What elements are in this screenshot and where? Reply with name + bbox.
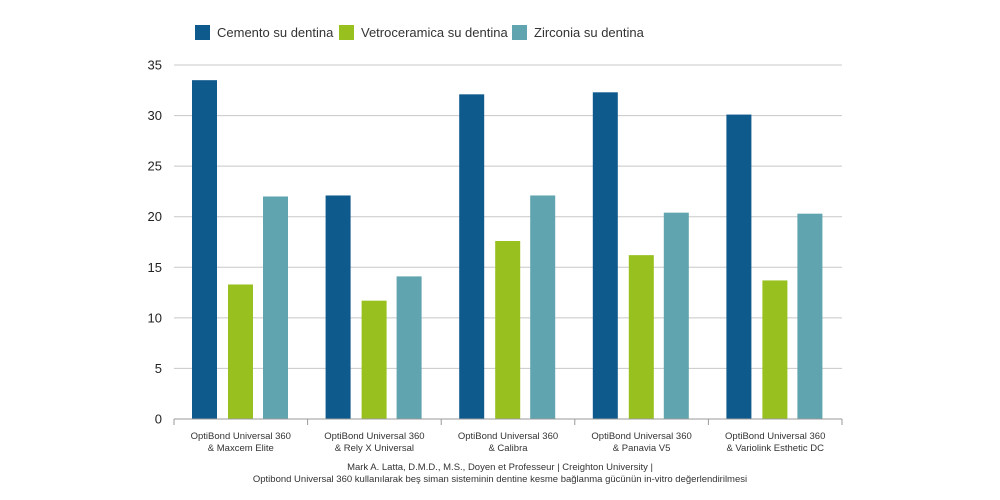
- bar-2-4: [628, 255, 654, 419]
- y-tick-label-5: 5: [155, 361, 162, 376]
- y-tick-label-25: 25: [148, 159, 162, 174]
- legend-swatch-3: [512, 25, 527, 40]
- legend-label-1: Cemento su dentina: [217, 25, 334, 40]
- category-label-line: OptiBond Universal 360: [591, 431, 691, 442]
- category-label-line: OptiBond Universal 360: [191, 431, 291, 442]
- footer-line-1: Mark A. Latta, D.M.D., M.S., Doyen et Pr…: [347, 462, 653, 473]
- category-label-line: OptiBond Universal 360: [324, 431, 424, 442]
- legend-swatch-2: [339, 25, 354, 40]
- category-label-5: OptiBond Universal 360 & Variolink Esthet…: [725, 431, 825, 454]
- legend-swatch-1: [195, 25, 210, 40]
- category-label-line: & Panavia V5: [613, 443, 671, 454]
- bar-3-1: [263, 196, 288, 419]
- category-label-4: OptiBond Universal 360 & Panavia V5: [591, 431, 691, 454]
- bar-2-1: [228, 284, 253, 419]
- bar-1-5: [726, 114, 752, 419]
- category-label-line: & Maxcem Elite: [208, 443, 274, 454]
- y-tick-label-10: 10: [148, 310, 162, 325]
- x-axis: OptiBond Universal 360 & Maxcem EliteOpti…: [173, 418, 843, 454]
- bar-2-5: [762, 280, 788, 419]
- bar-3-2: [396, 276, 422, 419]
- footer-line-2: Optibond Universal 360 kullanılarak beş …: [253, 474, 747, 485]
- legend-label-3: Zirconia su dentina: [534, 25, 645, 40]
- bar-1-3: [459, 94, 485, 420]
- category-label-3: OptiBond Universal 360 & Calibra: [458, 431, 558, 454]
- bar-3-3: [530, 195, 556, 419]
- y-tick-label-20: 20: [148, 209, 162, 224]
- bar-1-4: [592, 92, 618, 420]
- footer-caption: Mark A. Latta, D.M.D., M.S., Doyen et Pr…: [253, 462, 747, 485]
- legend-label-2: Vetroceramica su dentina: [361, 25, 508, 40]
- category-label-1: OptiBond Universal 360 & Maxcem Elite: [191, 431, 291, 454]
- bar-3-5: [797, 213, 823, 419]
- y-tick-label-35: 35: [148, 58, 162, 73]
- category-label-line: & Rely X Universal: [335, 443, 414, 454]
- bar-3-4: [663, 212, 689, 419]
- y-tick-label-0: 0: [155, 412, 162, 427]
- bar-1-1: [192, 80, 217, 420]
- legend: Cemento su dentina Vetroceramica su denti…: [195, 25, 645, 40]
- y-axis: 0 5 10 15 20 25 30 35: [148, 58, 162, 427]
- category-label-line: & Variolink Esthetic DC: [726, 443, 824, 454]
- category-label-line: OptiBond Universal 360: [458, 431, 558, 442]
- bars: [192, 80, 823, 420]
- y-tick-label-30: 30: [148, 108, 162, 123]
- category-label-2: OptiBond Universal 360 & Rely X Universal: [324, 431, 424, 454]
- category-label-line: & Calibra: [488, 443, 528, 454]
- bar-2-2: [361, 300, 387, 419]
- category-label-line: OptiBond Universal 360: [725, 431, 825, 442]
- bar-2-3: [495, 240, 521, 419]
- y-tick-label-15: 15: [148, 260, 162, 275]
- bar-1-2: [325, 195, 351, 419]
